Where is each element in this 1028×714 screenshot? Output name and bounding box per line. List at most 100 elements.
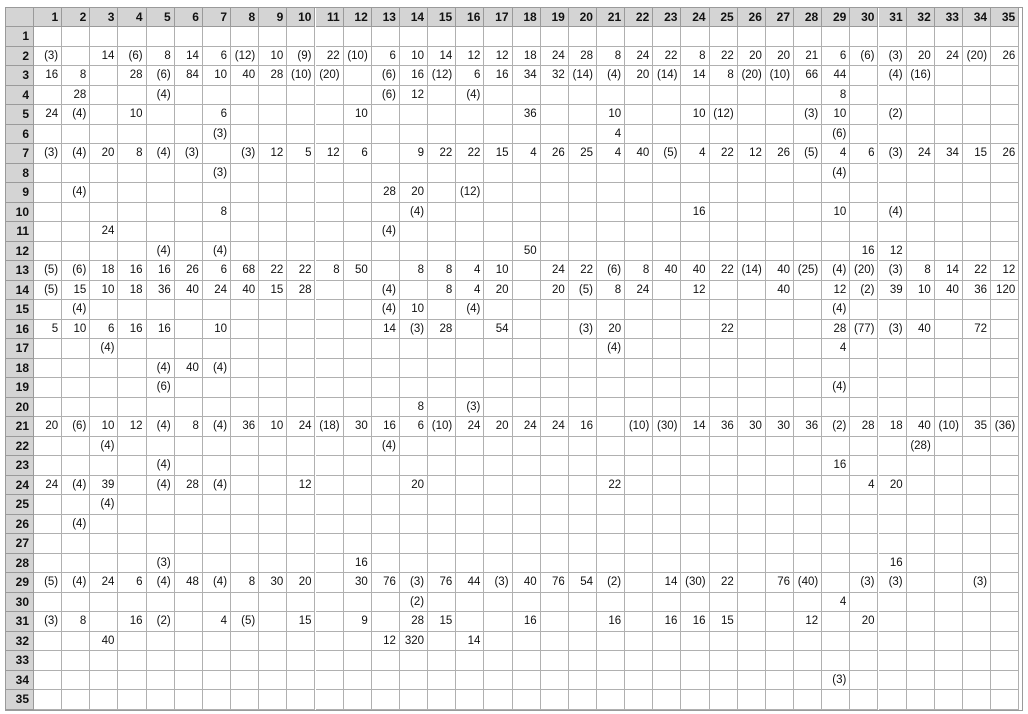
grid-cell[interactable] (512, 475, 541, 495)
grid-cell[interactable]: 10 (822, 105, 851, 125)
grid-cell[interactable] (399, 670, 429, 690)
grid-cell[interactable] (991, 163, 1020, 183)
grid-cell[interactable] (850, 300, 879, 320)
grid-cell[interactable]: (20) (737, 66, 766, 86)
grid-cell[interactable] (991, 378, 1020, 398)
grid-cell[interactable] (625, 319, 654, 339)
grid-cell[interactable] (991, 436, 1020, 456)
grid-cell[interactable] (343, 358, 372, 378)
grid-cell[interactable] (765, 241, 795, 261)
grid-cell[interactable] (484, 27, 513, 47)
grid-cell[interactable]: 10 (681, 105, 710, 125)
grid-cell[interactable]: 8 (399, 397, 429, 417)
grid-cell[interactable] (62, 27, 91, 47)
grid-cell[interactable] (428, 592, 457, 612)
grid-cell[interactable]: (3) (878, 319, 907, 339)
grid-cell[interactable] (34, 397, 63, 417)
grid-cell[interactable] (737, 280, 766, 300)
grid-cell[interactable] (991, 105, 1020, 125)
column-header[interactable]: 24 (681, 8, 710, 27)
grid-cell[interactable]: 4 (822, 592, 851, 612)
grid-cell[interactable] (540, 631, 569, 651)
grid-cell[interactable] (399, 553, 429, 573)
grid-cell[interactable] (850, 202, 879, 222)
grid-cell[interactable] (878, 514, 907, 534)
grid-cell[interactable]: (5) (794, 144, 823, 164)
grid-cell[interactable] (456, 553, 485, 573)
grid-cell[interactable] (991, 339, 1020, 359)
grid-cell[interactable] (512, 183, 541, 203)
grid-cell[interactable]: 20 (765, 46, 795, 66)
grid-cell[interactable] (484, 534, 513, 554)
grid-cell[interactable] (62, 495, 91, 515)
grid-cell[interactable] (653, 456, 682, 476)
grid-cell[interactable]: 76 (428, 573, 457, 593)
grid-cell[interactable]: (6) (850, 46, 879, 66)
grid-cell[interactable] (653, 105, 682, 125)
grid-cell[interactable] (90, 300, 119, 320)
grid-cell[interactable] (231, 553, 260, 573)
grid-cell[interactable] (906, 514, 935, 534)
grid-cell[interactable] (343, 163, 372, 183)
grid-cell[interactable] (765, 124, 795, 144)
grid-cell[interactable]: 66 (794, 66, 823, 86)
grid-cell[interactable] (653, 495, 682, 515)
grid-cell[interactable] (174, 378, 203, 398)
grid-cell[interactable]: 4 (822, 339, 851, 359)
grid-cell[interactable] (259, 670, 288, 690)
grid-cell[interactable] (625, 553, 654, 573)
row-header[interactable]: 13 (6, 261, 34, 281)
grid-cell[interactable] (456, 475, 485, 495)
grid-cell[interactable] (202, 378, 232, 398)
grid-cell[interactable] (597, 222, 626, 242)
grid-cell[interactable]: 20 (878, 475, 907, 495)
grid-cell[interactable]: (3) (878, 46, 907, 66)
grid-cell[interactable] (934, 300, 963, 320)
grid-cell[interactable] (991, 183, 1020, 203)
grid-cell[interactable] (822, 612, 851, 632)
grid-cell[interactable] (568, 85, 597, 105)
grid-cell[interactable] (653, 280, 682, 300)
grid-cell[interactable] (90, 183, 119, 203)
grid-cell[interactable] (850, 534, 879, 554)
grid-cell[interactable] (962, 514, 992, 534)
grid-cell[interactable] (540, 456, 569, 476)
grid-cell[interactable] (202, 144, 232, 164)
grid-cell[interactable] (850, 105, 879, 125)
grid-cell[interactable]: 22 (568, 261, 597, 281)
grid-cell[interactable] (259, 319, 288, 339)
grid-cell[interactable] (934, 670, 963, 690)
grid-cell[interactable] (962, 651, 992, 671)
grid-cell[interactable]: (14) (653, 66, 682, 86)
grid-cell[interactable] (202, 339, 232, 359)
grid-cell[interactable] (737, 592, 766, 612)
grid-cell[interactable]: 12 (484, 46, 513, 66)
grid-cell[interactable]: (3) (399, 573, 429, 593)
grid-cell[interactable] (259, 378, 288, 398)
grid-cell[interactable] (991, 241, 1020, 261)
grid-cell[interactable] (484, 300, 513, 320)
grid-cell[interactable] (428, 183, 457, 203)
grid-cell[interactable] (174, 241, 203, 261)
grid-cell[interactable] (371, 534, 400, 554)
grid-cell[interactable]: 16 (878, 553, 907, 573)
grid-cell[interactable] (399, 534, 429, 554)
grid-cell[interactable] (878, 222, 907, 242)
grid-cell[interactable] (625, 85, 654, 105)
grid-cell[interactable] (371, 592, 400, 612)
grid-cell[interactable]: 30 (737, 417, 766, 437)
grid-cell[interactable] (934, 475, 963, 495)
grid-cell[interactable] (315, 631, 344, 651)
grid-cell[interactable] (118, 456, 147, 476)
grid-cell[interactable] (794, 514, 823, 534)
grid-cell[interactable] (343, 651, 372, 671)
grid-cell[interactable] (878, 436, 907, 456)
grid-cell[interactable] (428, 222, 457, 242)
grid-cell[interactable] (287, 241, 316, 261)
grid-cell[interactable] (568, 124, 597, 144)
grid-cell[interactable] (174, 514, 203, 534)
grid-cell[interactable] (231, 241, 260, 261)
grid-cell[interactable] (399, 27, 429, 47)
grid-cell[interactable] (765, 397, 795, 417)
grid-cell[interactable]: 10 (399, 46, 429, 66)
